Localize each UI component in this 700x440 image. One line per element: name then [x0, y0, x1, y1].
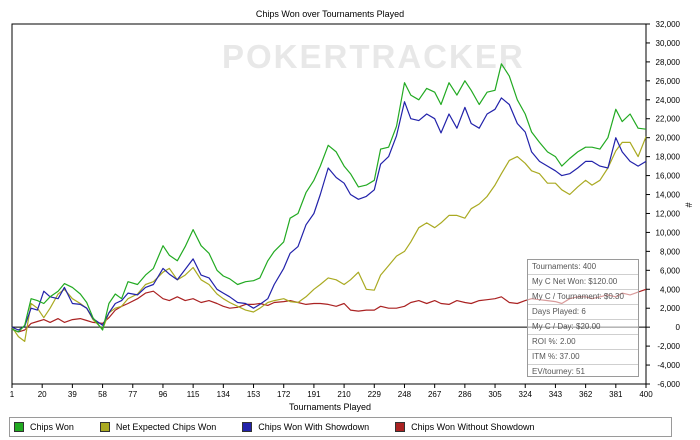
stat-per-day: My C / Day: $20.00 — [528, 320, 638, 335]
y-tick-label: 8,000 — [660, 247, 681, 256]
plot-frame — [11, 23, 647, 385]
y-tick-label: 28,000 — [656, 58, 681, 67]
legend-item-without-showdown[interactable]: Chips Won Without Showdown — [395, 422, 535, 432]
legend-swatch — [14, 422, 24, 432]
y-tick-label: 12,000 — [656, 209, 681, 218]
legend-label: Chips Won — [30, 422, 74, 432]
y-tick-label: 18,000 — [656, 153, 681, 162]
legend-item-net-expected[interactable]: Net Expected Chips Won — [99, 422, 217, 432]
series-line-chips-won-with-showdown — [11, 97, 647, 331]
y-tick-label: -6,000 — [657, 380, 680, 389]
legend-swatch — [99, 422, 110, 432]
x-tick-label: 229 — [368, 390, 382, 399]
x-tick-label: 248 — [398, 390, 412, 399]
legend-label: Net Expected Chips Won — [115, 422, 217, 432]
y-tick-label: 26,000 — [656, 77, 681, 86]
x-tick-label: 362 — [579, 390, 593, 399]
x-tick-label: 210 — [337, 390, 351, 399]
x-tick-label: 115 — [187, 390, 200, 399]
y-tick-label: 32,000 — [656, 20, 681, 29]
y-tick-label: 20,000 — [656, 134, 681, 143]
y-tick-label: -4,000 — [657, 361, 680, 370]
chart-title: Chips Won over Tournaments Played — [255, 9, 405, 19]
stat-per-tournament: My C / Tournament: $0.30 — [528, 290, 638, 305]
x-tick-label: 1 — [10, 390, 15, 399]
x-tick-label: 381 — [609, 390, 623, 399]
stat-itm: ITM %: 37.00 — [528, 350, 638, 365]
stat-net-won: My C Net Won: $120.00 — [528, 275, 638, 290]
y-tick-label: 0 — [676, 323, 681, 332]
legend-item-chips-won[interactable]: Chips Won — [14, 422, 74, 432]
y-tick-label: 22,000 — [656, 115, 681, 124]
legend: Chips Won Net Expected Chips Won Chips W… — [9, 417, 672, 437]
legend-item-with-showdown[interactable]: Chips Won With Showdown — [242, 422, 369, 432]
x-tick-label: 305 — [488, 390, 502, 399]
y-tick-label: 2,000 — [660, 304, 681, 313]
y-tick-label: 24,000 — [656, 96, 681, 105]
x-tick-label: 324 — [519, 390, 533, 399]
legend-label: Chips Won With Showdown — [258, 422, 370, 432]
x-tick-label: 153 — [247, 390, 261, 399]
legend-swatch — [395, 422, 406, 432]
x-tick-label: 172 — [277, 390, 291, 399]
x-tick-label: 191 — [307, 390, 321, 399]
x-tick-label: 20 — [38, 390, 47, 399]
y-tick-label: 6,000 — [660, 266, 681, 275]
y-tick-label: 14,000 — [656, 191, 681, 200]
x-tick-label: 58 — [98, 390, 107, 399]
x-tick-label: 39 — [68, 390, 77, 399]
series-line-chips-won — [11, 63, 647, 333]
x-tick-label: 286 — [458, 390, 472, 399]
x-tick-label: 134 — [217, 390, 231, 399]
x-tick-label: 343 — [549, 390, 563, 399]
stat-roi: ROI %: 2.00 — [528, 335, 638, 350]
x-tick-label: 400 — [639, 390, 653, 399]
x-tick-label: 96 — [158, 390, 167, 399]
stats-box: Tournaments: 400 My C Net Won: $120.00 M… — [527, 259, 639, 377]
x-tick-label: 267 — [428, 390, 442, 399]
y-tick-label: 4,000 — [660, 285, 681, 294]
y-tick-label: 10,000 — [656, 228, 681, 237]
y-tick-label: -2,000 — [657, 342, 680, 351]
legend-label: Chips Won Without Showdown — [411, 422, 535, 432]
stat-tournaments: Tournaments: 400 — [528, 260, 638, 275]
y-tick-label: 30,000 — [656, 39, 681, 48]
legend-swatch — [242, 422, 253, 432]
stat-days-played: Days Played: 6 — [528, 305, 638, 320]
watermark-logo: POKERTRACKER — [222, 38, 525, 75]
y-tick-label: 16,000 — [656, 172, 681, 181]
stat-ev: EV/tourney: 51 — [532, 367, 585, 376]
y-axis-unit: # — [683, 202, 694, 208]
x-tick-label: 77 — [128, 390, 137, 399]
x-axis-label: Tournaments Played — [288, 402, 372, 412]
